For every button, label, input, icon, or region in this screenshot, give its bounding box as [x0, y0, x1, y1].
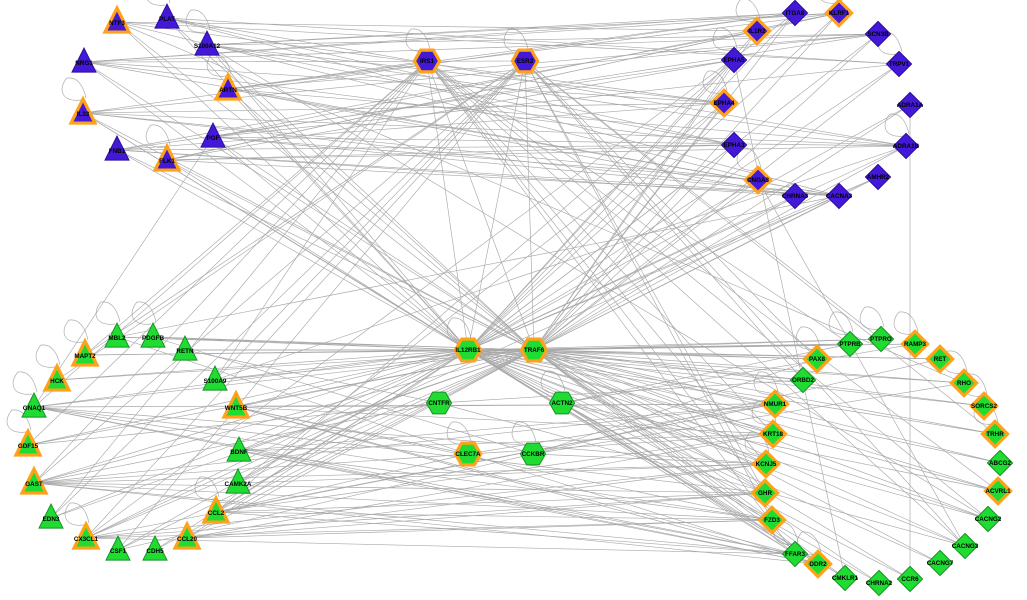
- svg-text:PTPRB: PTPRB: [839, 341, 861, 348]
- svg-text:ABCG2: ABCG2: [989, 460, 1012, 467]
- svg-text:CLEC7A: CLEC7A: [455, 451, 481, 458]
- svg-text:KRT18: KRT18: [763, 431, 783, 438]
- svg-text:TRAF6: TRAF6: [524, 347, 545, 354]
- svg-text:PGF: PGF: [207, 135, 220, 142]
- svg-text:BDNF: BDNF: [230, 449, 248, 456]
- svg-text:PDGFB: PDGFB: [142, 335, 164, 342]
- svg-text:FLK1: FLK1: [159, 158, 175, 165]
- svg-text:CSF1: CSF1: [110, 548, 127, 555]
- svg-text:EPHA3: EPHA3: [724, 142, 745, 149]
- svg-text:MAPT2: MAPT2: [74, 353, 96, 360]
- svg-text:TRHR: TRHR: [986, 431, 1004, 438]
- svg-text:GNAQ1: GNAQ1: [23, 405, 46, 412]
- svg-text:KLRF1: KLRF1: [829, 10, 850, 17]
- svg-text:CNGA3: CNGA3: [747, 177, 770, 184]
- svg-text:PTPRO: PTPRO: [870, 336, 892, 343]
- svg-text:RET: RET: [934, 356, 947, 363]
- svg-text:NMUR1: NMUR1: [764, 401, 787, 408]
- svg-text:MBL2: MBL2: [108, 335, 126, 342]
- svg-text:CACNG3: CACNG3: [952, 543, 979, 550]
- svg-text:CAMK2A: CAMK2A: [225, 481, 252, 488]
- svg-text:IL1R2: IL1R2: [748, 28, 766, 35]
- svg-text:ADRA1B: ADRA1B: [893, 143, 920, 150]
- svg-text:CCL20: CCL20: [177, 536, 197, 543]
- svg-text:EPHA5: EPHA5: [724, 57, 745, 64]
- svg-text:ITGA8: ITGA8: [786, 10, 805, 17]
- svg-text:CCKBR: CCKBR: [522, 451, 545, 458]
- svg-text:KCNJ5: KCNJ5: [756, 461, 777, 468]
- svg-text:CHRNA2: CHRNA2: [866, 580, 893, 587]
- svg-text:ESR2: ESR2: [517, 58, 534, 65]
- svg-text:RETN: RETN: [176, 348, 194, 355]
- svg-text:FNB1: FNB1: [109, 148, 126, 155]
- svg-text:CCL2: CCL2: [208, 510, 225, 517]
- svg-text:PLAT: PLAT: [159, 16, 175, 23]
- svg-text:ACTN2: ACTN2: [552, 400, 573, 407]
- svg-text:HCK: HCK: [50, 378, 64, 385]
- svg-text:GHR: GHR: [758, 490, 772, 497]
- svg-text:GAST: GAST: [25, 481, 43, 488]
- svg-text:CHRNA3: CHRNA3: [782, 193, 809, 200]
- svg-text:S100A9: S100A9: [204, 378, 227, 385]
- svg-text:IRS1: IRS1: [420, 58, 434, 65]
- svg-text:IL12RB1: IL12RB1: [455, 347, 481, 354]
- svg-text:CCR6: CCR6: [901, 576, 919, 583]
- svg-text:NRG1: NRG1: [75, 60, 93, 67]
- svg-text:PAX8: PAX8: [809, 356, 825, 363]
- svg-text:ARTN: ARTN: [219, 87, 237, 94]
- svg-text:FFAR3: FFAR3: [785, 551, 805, 558]
- svg-text:CACNG7: CACNG7: [927, 560, 954, 567]
- svg-text:CMKLR1: CMKLR1: [832, 575, 859, 582]
- svg-text:S100A12: S100A12: [194, 43, 221, 50]
- svg-text:WNT5B: WNT5B: [225, 405, 248, 412]
- svg-text:EPHA4: EPHA4: [714, 100, 735, 107]
- svg-text:FZD3: FZD3: [764, 517, 780, 524]
- svg-text:EDN3: EDN3: [43, 516, 60, 523]
- svg-text:GDF15: GDF15: [18, 443, 39, 450]
- svg-text:AMHR2: AMHR2: [867, 174, 890, 181]
- svg-text:ORBD2: ORBD2: [792, 377, 815, 384]
- svg-text:TRPV1: TRPV1: [889, 61, 910, 68]
- svg-text:CACNA3: CACNA3: [826, 193, 853, 200]
- svg-text:CDH5: CDH5: [146, 548, 164, 555]
- svg-text:RHO: RHO: [957, 380, 971, 387]
- svg-text:RAMP3: RAMP3: [904, 341, 927, 348]
- svg-text:SCN3B: SCN3B: [867, 31, 889, 38]
- svg-text:NTF3: NTF3: [109, 20, 125, 27]
- svg-text:CNTFR: CNTFR: [428, 400, 450, 407]
- svg-text:SORCS2: SORCS2: [971, 403, 997, 410]
- svg-text:CX3CL1: CX3CL1: [74, 536, 99, 543]
- svg-text:CACNG2: CACNG2: [975, 516, 1002, 523]
- svg-text:IL33: IL33: [77, 111, 90, 118]
- svg-text:DDR2: DDR2: [809, 561, 827, 568]
- svg-text:ADRA1A: ADRA1A: [897, 102, 924, 109]
- svg-text:ACVRL1: ACVRL1: [985, 488, 1011, 495]
